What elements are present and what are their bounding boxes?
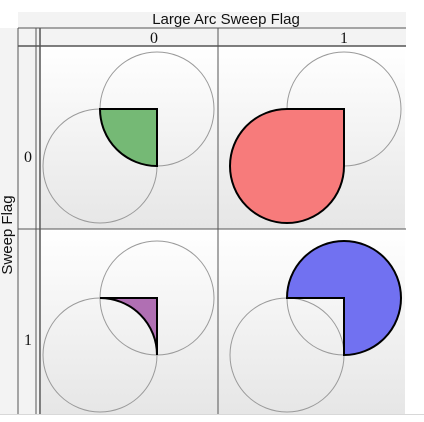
side-title: Sweep Flag	[0, 195, 16, 274]
header-title: Large Arc Sweep Flag	[152, 11, 300, 28]
grid-lines	[17, 27, 406, 414]
cell-sweep0-large0	[42, 51, 215, 224]
side-bg	[0, 28, 40, 414]
cell-sweep1-large0	[42, 240, 215, 413]
col-label-0: 0	[150, 30, 158, 47]
arc-shape-blue	[285, 240, 402, 357]
arc-shape-purple	[99, 297, 158, 356]
arc-shape-green	[98, 108, 158, 168]
col-label-1: 1	[340, 30, 348, 47]
cell-sweep1-large1	[229, 240, 402, 413]
header-bg	[18, 12, 406, 46]
cell-sweep0-large1	[229, 51, 402, 224]
row-label-1: 1	[24, 332, 32, 349]
row-label-0: 0	[24, 149, 32, 166]
cell-bg-r1-c0	[41, 229, 218, 414]
arc-shape-red	[229, 108, 345, 224]
